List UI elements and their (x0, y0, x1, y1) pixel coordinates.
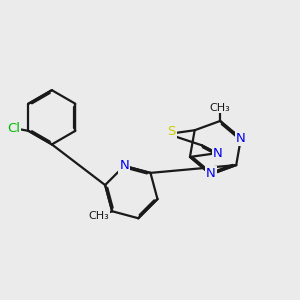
Text: CH₃: CH₃ (89, 211, 110, 221)
Text: N: N (213, 147, 223, 160)
Text: N: N (236, 132, 246, 145)
Text: N: N (206, 167, 216, 180)
Text: N: N (119, 159, 129, 172)
Text: S: S (167, 125, 176, 138)
Text: CH₃: CH₃ (210, 103, 230, 113)
Text: Cl: Cl (7, 122, 20, 135)
